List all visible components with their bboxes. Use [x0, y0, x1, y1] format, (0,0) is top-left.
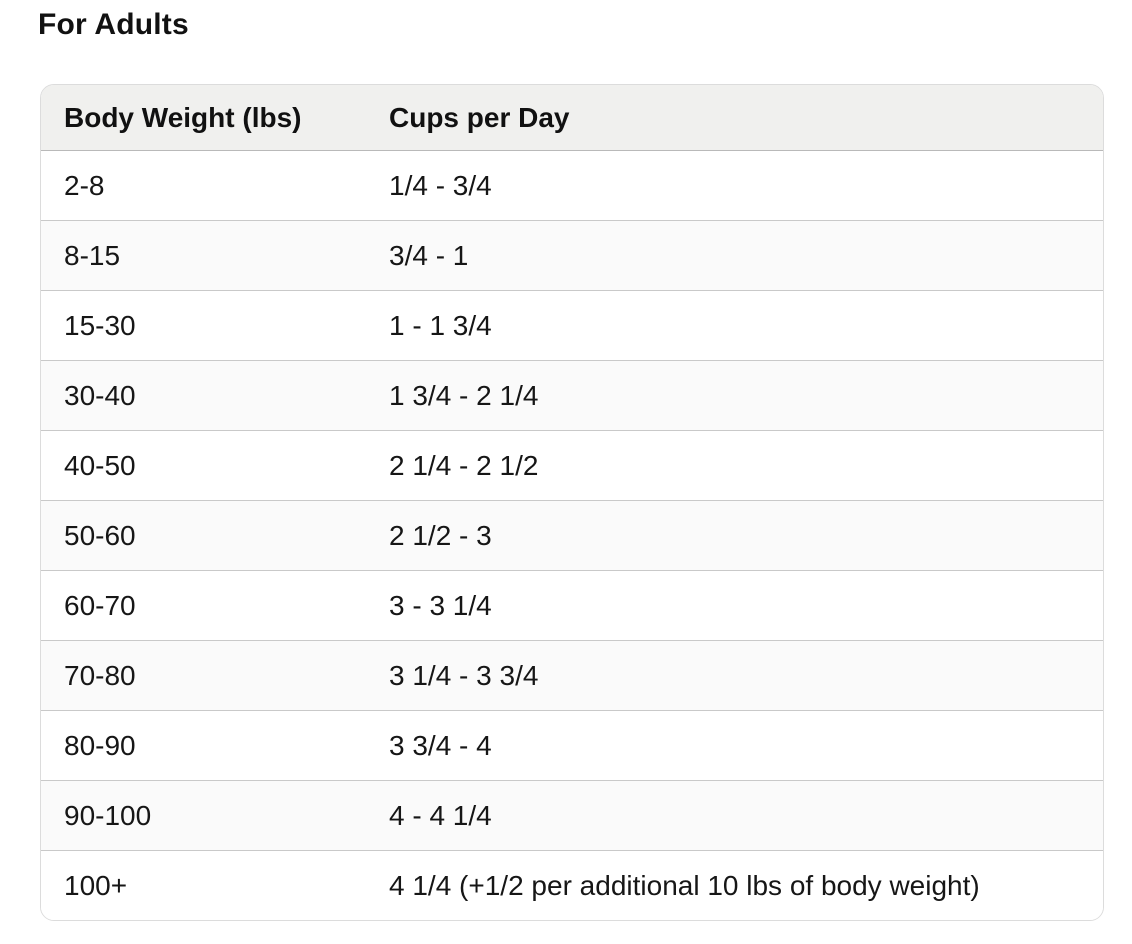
table-row: 60-70 3 - 3 1/4: [41, 570, 1103, 641]
cups-per-day-cell: 3 3/4 - 4: [389, 710, 1103, 781]
table-body: 2-8 1/4 - 3/4 8-15 3/4 - 1 15-30 1 - 1 3/4 30-…: [41, 150, 1103, 920]
body-weight-cell: 100+: [41, 850, 389, 920]
table-row: 30-40 1 3/4 - 2 1/4: [41, 360, 1103, 431]
table-row: 50-60 2 1/2 - 3: [41, 500, 1103, 571]
feeding-table: Body Weight (lbs) Cups per Day 2-8 1/4 - …: [41, 85, 1103, 920]
table-row: 100+ 4 1/4 (+1/2 per additional 10 lbs of…: [41, 850, 1103, 920]
body-weight-cell: 50-60: [41, 500, 389, 571]
table-row: 70-80 3 1/4 - 3 3/4: [41, 640, 1103, 711]
table-row: 90-100 4 - 4 1/4: [41, 780, 1103, 851]
body-weight-cell: 60-70: [41, 570, 389, 641]
body-weight-cell: 70-80: [41, 640, 389, 711]
table-row: 40-50 2 1/4 - 2 1/2: [41, 430, 1103, 501]
section-title: For Adults: [38, 8, 189, 41]
cups-per-day-cell: 4 - 4 1/4: [389, 780, 1103, 851]
feeding-table-card: Body Weight (lbs) Cups per Day 2-8 1/4 - …: [40, 84, 1104, 921]
table-row: 80-90 3 3/4 - 4: [41, 710, 1103, 781]
table-row: 15-30 1 - 1 3/4: [41, 290, 1103, 361]
body-weight-cell: 2-8: [41, 150, 389, 221]
column-header-cups-per-day: Cups per Day: [389, 85, 1103, 151]
cups-per-day-cell: 1/4 - 3/4: [389, 150, 1103, 221]
cups-per-day-cell: 1 3/4 - 2 1/4: [389, 360, 1103, 431]
column-header-body-weight: Body Weight (lbs): [41, 85, 389, 151]
body-weight-cell: 40-50: [41, 430, 389, 501]
table-row: 2-8 1/4 - 3/4: [41, 150, 1103, 221]
cups-per-day-cell: 4 1/4 (+1/2 per additional 10 lbs of bod…: [389, 850, 1103, 920]
cups-per-day-cell: 2 1/4 - 2 1/2: [389, 430, 1103, 501]
cups-per-day-cell: 2 1/2 - 3: [389, 500, 1103, 571]
body-weight-cell: 8-15: [41, 220, 389, 291]
table-header-row: Body Weight (lbs) Cups per Day: [41, 85, 1103, 151]
body-weight-cell: 80-90: [41, 710, 389, 781]
cups-per-day-cell: 1 - 1 3/4: [389, 290, 1103, 361]
cups-per-day-cell: 3/4 - 1: [389, 220, 1103, 291]
body-weight-cell: 30-40: [41, 360, 389, 431]
cups-per-day-cell: 3 1/4 - 3 3/4: [389, 640, 1103, 711]
table-row: 8-15 3/4 - 1: [41, 220, 1103, 291]
cups-per-day-cell: 3 - 3 1/4: [389, 570, 1103, 641]
body-weight-cell: 15-30: [41, 290, 389, 361]
body-weight-cell: 90-100: [41, 780, 389, 851]
